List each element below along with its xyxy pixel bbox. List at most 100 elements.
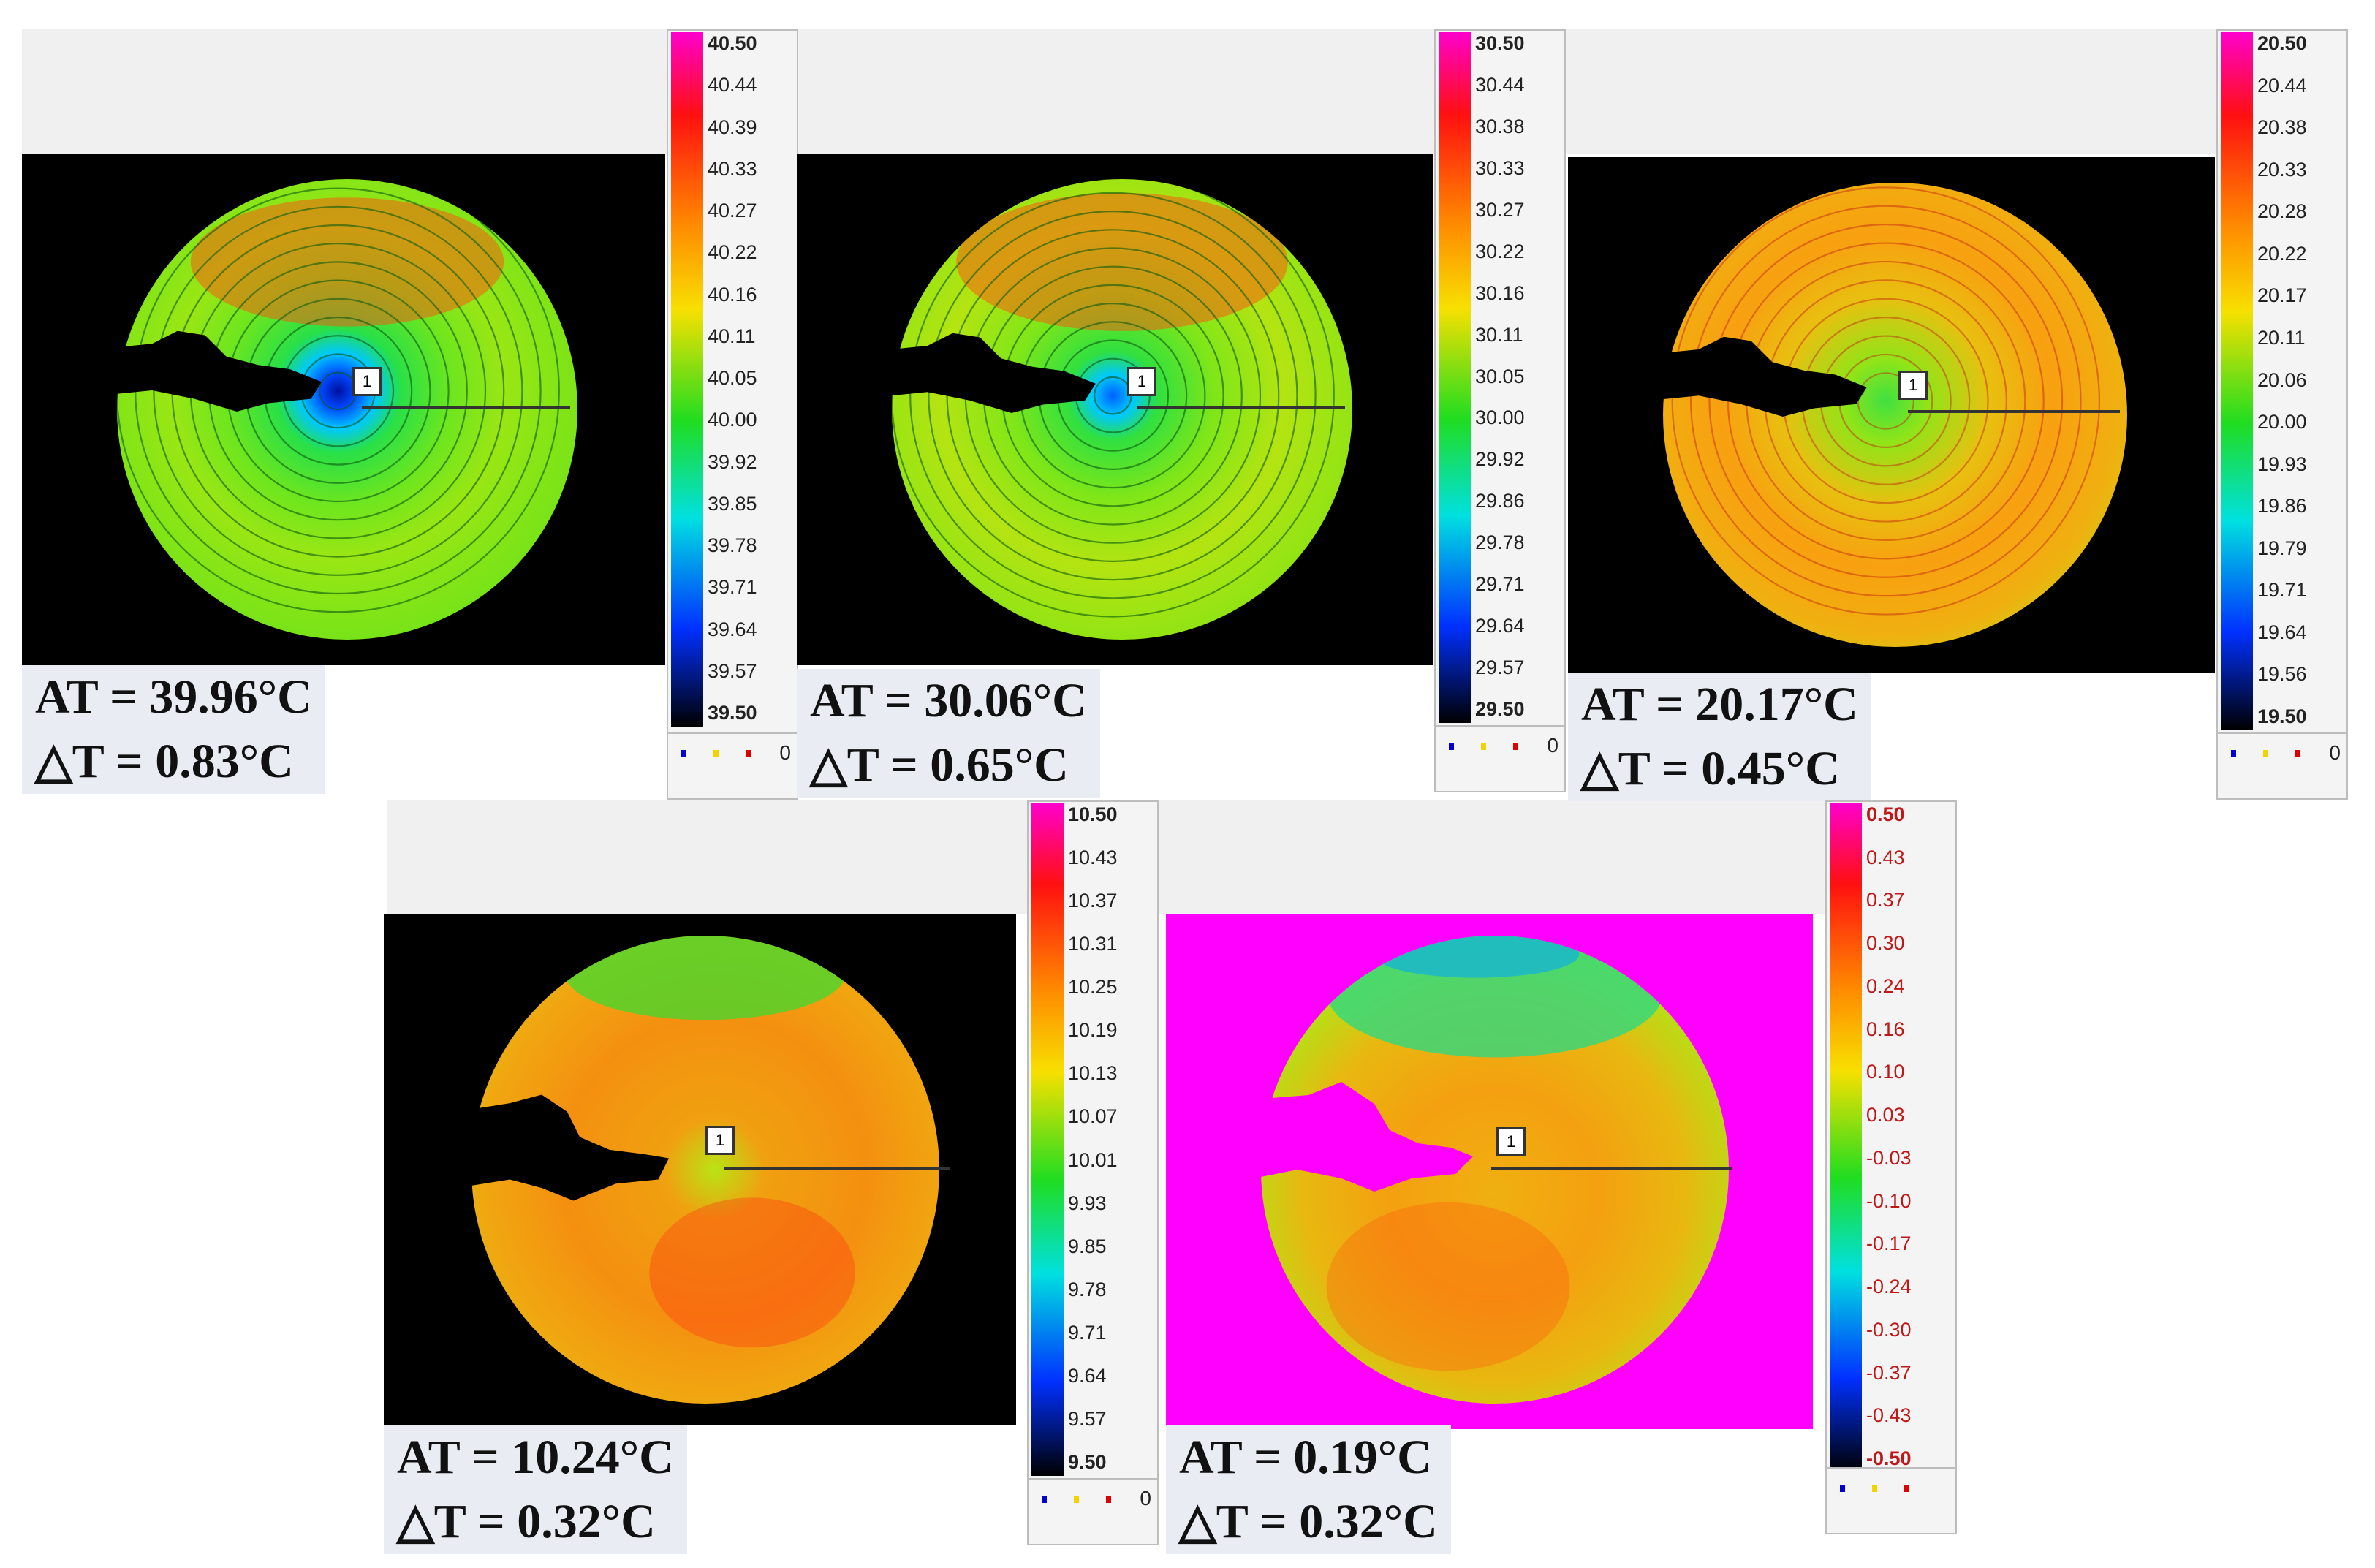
color-scale-legend: 0 xyxy=(2218,732,2346,798)
legend-blue-marker xyxy=(1840,1485,1845,1492)
color-scale-bar xyxy=(1031,803,1064,1476)
wafer-disc xyxy=(117,179,577,640)
average-temperature: AT = 20.17°C xyxy=(1581,678,1858,731)
legend-yellow-marker xyxy=(713,750,719,757)
color-scale-legend: 0 xyxy=(1029,1478,1157,1544)
legend-blue-marker xyxy=(1042,1496,1047,1503)
legend-red-marker xyxy=(1106,1496,1111,1503)
scale-tick-label: 0.30 xyxy=(1866,932,1905,955)
legend-zero: 0 xyxy=(1547,734,1558,757)
color-scale-ticks: 0.50 0.43 0.37 0.30 0.24 0.16 0.10 0.03 -0.03 -0.… xyxy=(1866,803,1954,1472)
scale-tick-label: 30.11 xyxy=(1475,323,1523,346)
average-temperature: AT = 30.06°C xyxy=(810,674,1087,727)
probe-marker: 1 xyxy=(1127,367,1156,396)
scale-tick-label: 20.22 xyxy=(2257,242,2307,265)
scale-tick-label: 39.85 xyxy=(708,492,757,515)
toolbar-background xyxy=(387,800,1930,914)
scale-tick-label: 39.57 xyxy=(708,659,757,682)
scale-tick-label: 20.33 xyxy=(2257,158,2307,181)
scale-tick-label: 10.43 xyxy=(1068,847,1118,869)
wafer-crack-region xyxy=(110,330,322,412)
color-scale-ticks: 20.50 20.44 20.38 20.33 20.28 20.22 20.17 20.11… xyxy=(2257,32,2345,730)
average-temperature: AT = 0.19°C xyxy=(1179,1431,1432,1484)
scale-tick-label: 10.07 xyxy=(1068,1105,1118,1128)
color-scale-ticks: 10.50 10.43 10.37 10.31 10.25 10.19 10.13 10.07… xyxy=(1068,803,1156,1476)
scale-tick-label: 39.64 xyxy=(708,618,757,640)
color-scale-bar xyxy=(671,32,703,727)
scale-tick-label: 40.50 xyxy=(708,32,757,54)
temperature-label-box: AT = 10.24°C △T = 0.32°C xyxy=(384,1425,687,1554)
color-scale-legend: 0 xyxy=(668,732,797,798)
legend-red-marker xyxy=(746,750,751,757)
temperature-label-box: AT = 20.17°C △T = 0.45°C xyxy=(1568,673,1871,801)
scale-tick-label: 40.33 xyxy=(708,157,757,180)
scale-tick-label: 30.44 xyxy=(1475,73,1525,96)
scale-tick-label: 0.37 xyxy=(1866,889,1905,912)
scale-tick-label: 9.50 xyxy=(1068,1451,1107,1473)
scale-tick-label: -0.30 xyxy=(1866,1318,1912,1341)
color-scale-5: 0.50 0.43 0.37 0.30 0.24 0.16 0.10 0.03 -0.03 -0.… xyxy=(1825,800,1957,1534)
legend-zero: 0 xyxy=(1140,1487,1151,1510)
scale-tick-label: 40.11 xyxy=(708,325,756,347)
scale-tick-label: 0.16 xyxy=(1866,1018,1905,1040)
wafer-crack-region xyxy=(457,1094,669,1201)
toolbar-background xyxy=(22,29,2273,154)
scale-tick-label: -0.03 xyxy=(1866,1146,1912,1169)
scale-tick-label: 20.38 xyxy=(2257,116,2307,139)
average-temperature: AT = 39.96°C xyxy=(35,670,312,724)
scale-tick-label: 19.86 xyxy=(2257,495,2307,518)
wafer-disc xyxy=(1663,183,2127,647)
scale-tick-label: -0.24 xyxy=(1866,1276,1912,1298)
scale-tick-label: 40.16 xyxy=(708,283,757,306)
scale-tick-label: 0.24 xyxy=(1866,974,1905,997)
legend-red-marker xyxy=(2295,750,2300,757)
scale-tick-label: 9.93 xyxy=(1068,1192,1107,1214)
color-scale-ticks: 30.50 30.44 30.38 30.33 30.27 30.22 30.16 30.11… xyxy=(1475,32,1563,723)
scale-tick-label: 20.11 xyxy=(2257,326,2306,349)
scale-tick-label: -0.10 xyxy=(1866,1189,1912,1212)
legend-blue-marker xyxy=(1449,743,1454,750)
scale-tick-label: 0.10 xyxy=(1866,1061,1905,1083)
scale-tick-label: 30.50 xyxy=(1475,32,1525,54)
scale-tick-label: 40.00 xyxy=(708,409,757,431)
legend-yellow-marker xyxy=(1872,1485,1877,1492)
scale-tick-label: 30.27 xyxy=(1475,198,1525,221)
legend-blue-marker xyxy=(2231,750,2236,757)
scale-tick-label: 20.50 xyxy=(2257,32,2307,54)
thermal-image: 1 xyxy=(1166,914,1813,1429)
scale-tick-label: 29.64 xyxy=(1475,615,1525,637)
scale-tick-label: 9.71 xyxy=(1068,1321,1107,1344)
scale-tick-label: 30.22 xyxy=(1475,240,1525,262)
scale-tick-label: 10.19 xyxy=(1068,1019,1118,1042)
thermal-image: 1 xyxy=(22,154,665,665)
legend-blue-marker xyxy=(681,750,686,757)
scale-tick-label: 10.31 xyxy=(1068,933,1118,955)
scale-tick-label: -0.37 xyxy=(1866,1361,1912,1384)
probe-marker: 1 xyxy=(705,1126,735,1155)
average-temperature: AT = 10.24°C xyxy=(397,1431,674,1484)
scale-tick-label: 19.71 xyxy=(2257,579,2307,602)
scale-tick-label: 40.22 xyxy=(708,241,757,264)
color-scale-2: 30.50 30.44 30.38 30.33 30.27 30.22 30.16 30.11… xyxy=(1434,29,1566,792)
scale-tick-label: 19.79 xyxy=(2257,537,2307,559)
delta-temperature: △T = 0.65°C xyxy=(810,738,1069,792)
temperature-label-box: AT = 0.19°C △T = 0.32°C xyxy=(1166,1425,1451,1554)
scale-tick-label: 19.64 xyxy=(2257,621,2307,643)
color-scale-bar xyxy=(1830,803,1862,1472)
color-scale-3: 20.50 20.44 20.38 20.33 20.28 20.22 20.17 20.11… xyxy=(2216,29,2348,800)
wafer-crack-region xyxy=(1254,1082,1473,1192)
thermal-image: 1 xyxy=(1568,157,2215,673)
probe-line xyxy=(1491,1167,1732,1170)
scale-tick-label: 39.92 xyxy=(708,450,757,473)
legend-zero: 0 xyxy=(2329,741,2341,764)
scale-tick-label: 40.39 xyxy=(708,115,757,138)
probe-line xyxy=(724,1167,950,1170)
scale-tick-label: -0.43 xyxy=(1866,1404,1912,1427)
probe-marker: 1 xyxy=(352,367,382,396)
scale-tick-label: 0.50 xyxy=(1866,803,1905,825)
temperature-label-box: AT = 30.06°C △T = 0.65°C xyxy=(797,669,1100,798)
probe-marker: 1 xyxy=(1898,371,1928,400)
scale-tick-label: 9.64 xyxy=(1068,1364,1107,1387)
scale-tick-label: 10.13 xyxy=(1068,1062,1118,1085)
scale-tick-label: 29.57 xyxy=(1475,656,1525,679)
